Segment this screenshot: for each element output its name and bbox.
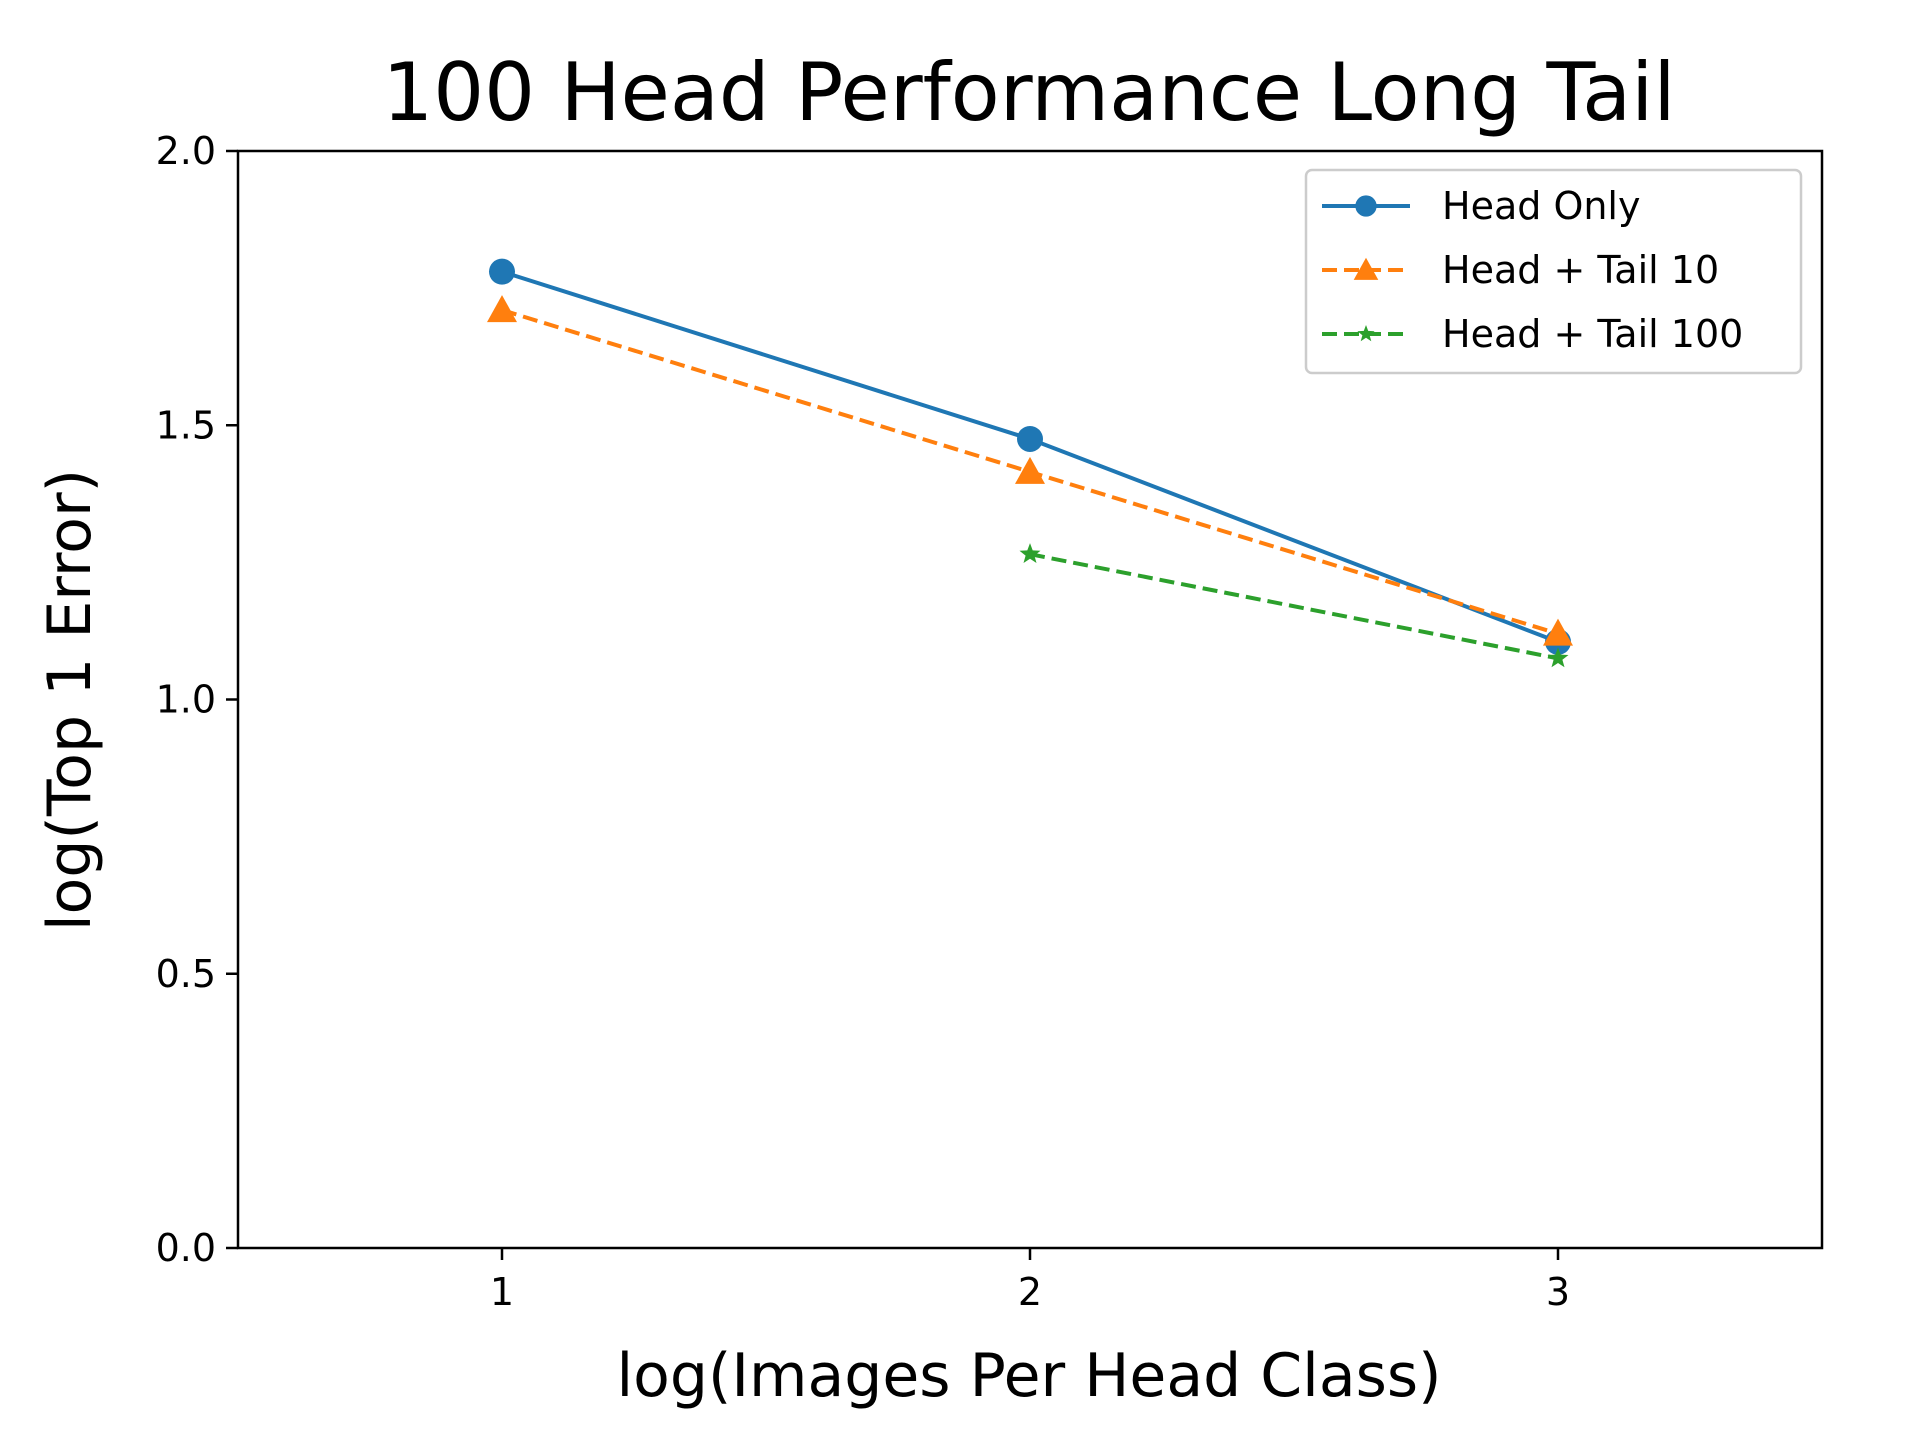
x-tick-label: 2 [1018, 1270, 1042, 1314]
x-tick-label: 3 [1546, 1270, 1570, 1314]
y-tick-label: 0.0 [156, 1226, 216, 1270]
legend: Head Only Head + Tail 10 Head + Tail 100 [1304, 168, 1803, 375]
y-tick-label: 1.5 [156, 403, 216, 447]
series-2 [487, 295, 1573, 646]
x-axis-label: log(Images Per Head Class) [616, 1341, 1441, 1411]
legend-marker [1357, 325, 1375, 342]
series-layer [487, 258, 1573, 668]
legend-item: Head Only [1322, 184, 1640, 228]
data-point [487, 295, 517, 323]
chart-title: 100 Head Performance Long Tail [382, 46, 1675, 139]
data-point [1547, 647, 1569, 668]
x-axis: 1 2 3 [490, 1248, 1570, 1314]
series-line [1029, 552, 1559, 661]
series-3 [1019, 543, 1569, 668]
legend-frame [1304, 168, 1803, 375]
legend-item: Head + Tail 10 [1322, 248, 1719, 292]
x-tick-label: 1 [490, 1270, 514, 1314]
legend-marker [1353, 257, 1379, 280]
y-axis-label: log(Top 1 Error) [35, 469, 105, 931]
legend-label: Head + Tail 10 [1442, 248, 1719, 292]
legend-item: Head + Tail 100 [1322, 312, 1743, 356]
y-axis: 0.0 0.5 1.0 1.5 2.0 [156, 129, 238, 1270]
data-point [1543, 618, 1573, 646]
y-tick-label: 0.5 [156, 952, 216, 996]
data-point [1015, 456, 1045, 484]
data-point [1019, 543, 1041, 563]
legend-label: Head Only [1442, 184, 1640, 228]
legend-marker [1355, 195, 1377, 217]
legend-label: Head + Tail 100 [1442, 312, 1743, 356]
data-point [1017, 425, 1043, 452]
data-point [489, 258, 515, 285]
y-tick-label: 1.0 [156, 678, 216, 722]
y-tick-label: 2.0 [156, 129, 216, 173]
